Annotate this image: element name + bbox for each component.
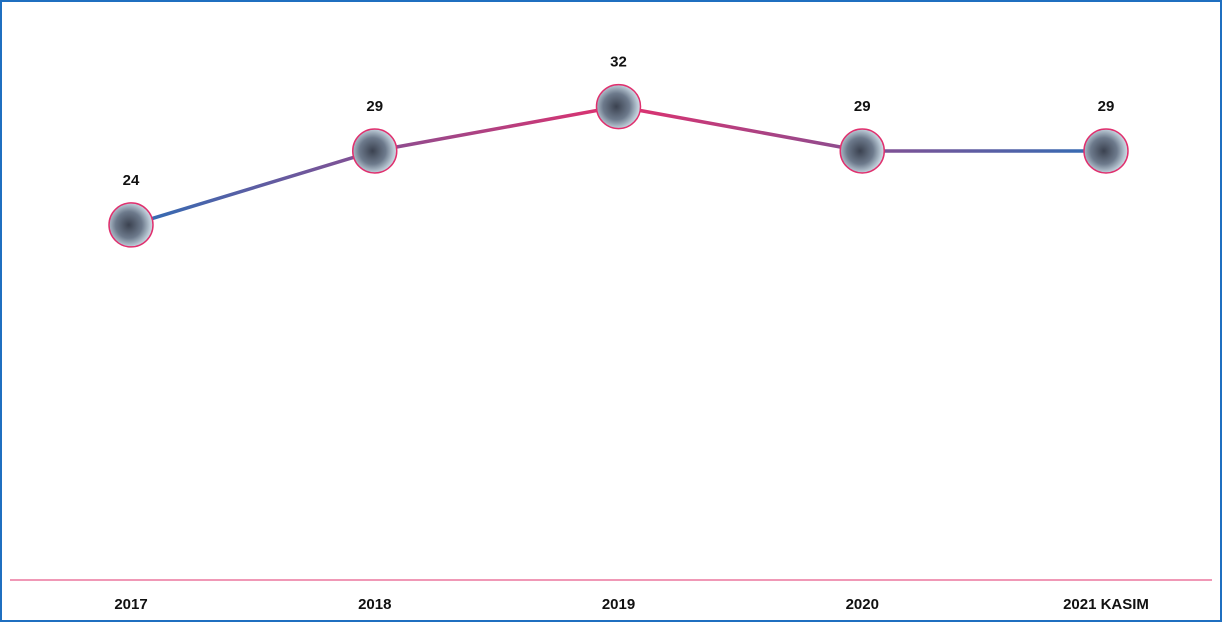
marker <box>109 203 153 247</box>
marker <box>1084 129 1128 173</box>
marker <box>353 129 397 173</box>
marker <box>840 129 884 173</box>
marker <box>597 85 641 129</box>
x-tick-label: 2019 <box>602 596 635 613</box>
x-tick-label: 2017 <box>114 596 147 613</box>
value-label: 32 <box>610 54 627 71</box>
value-label: 29 <box>1098 98 1115 115</box>
x-tick-label: 2020 <box>846 596 879 613</box>
x-tick-label: 2018 <box>358 596 391 613</box>
value-label: 29 <box>366 98 383 115</box>
value-label: 29 <box>854 98 871 115</box>
x-tick-label: 2021 KASIM <box>1063 596 1149 613</box>
chart: 2017 2018 2019 2020 2021 KASIM 24 29 32 29 29 <box>0 0 1222 622</box>
value-label: 24 <box>123 172 140 189</box>
